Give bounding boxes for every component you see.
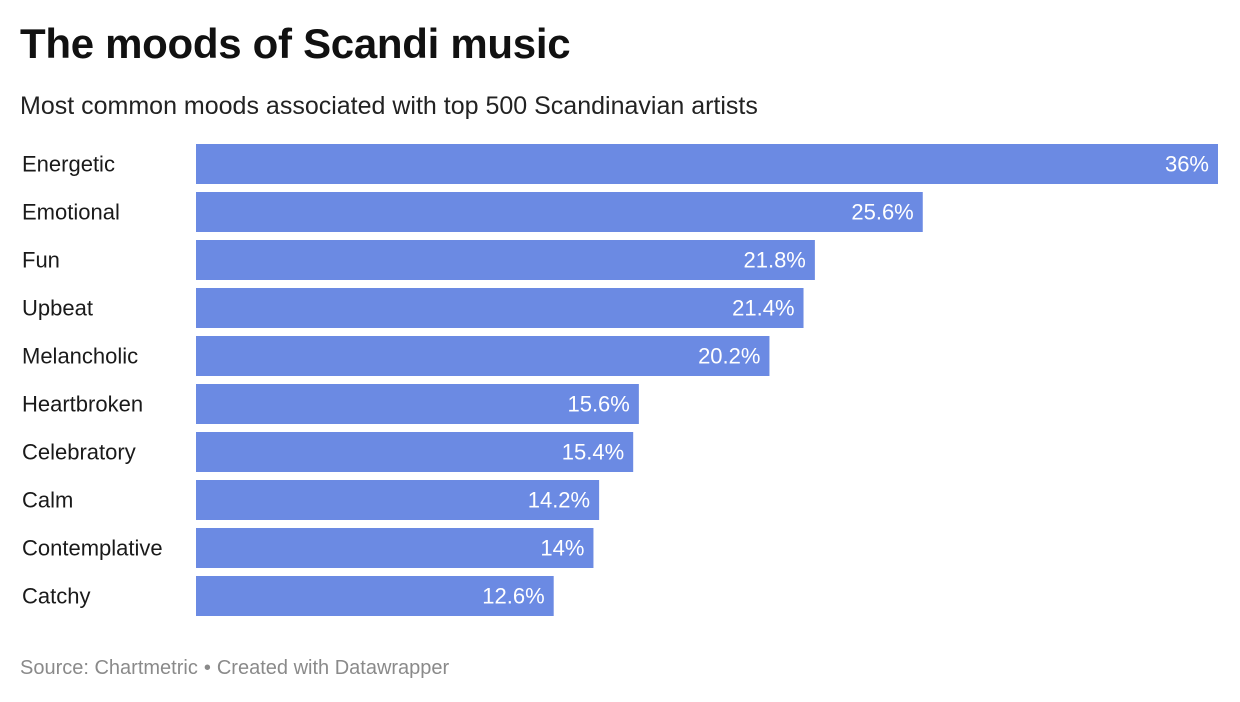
- category-label: Calm: [22, 488, 73, 513]
- bar: [196, 240, 815, 280]
- category-label: Energetic: [22, 152, 115, 177]
- value-label: 20.2%: [698, 344, 760, 369]
- value-label: 15.4%: [562, 440, 624, 465]
- bar: [196, 384, 639, 424]
- credit-note: Created with Datawrapper: [216, 657, 450, 679]
- category-label: Fun: [22, 248, 60, 273]
- bar: [196, 528, 594, 568]
- value-label: 15.6%: [567, 392, 629, 417]
- category-label: Emotional: [22, 200, 120, 225]
- bar: [196, 192, 923, 232]
- footer-separator: •: [203, 657, 211, 679]
- value-label: 25.6%: [851, 200, 913, 225]
- chart-title: The moods of Scandi music: [20, 20, 571, 67]
- category-label: Contemplative: [22, 536, 163, 561]
- value-label: 36%: [1165, 152, 1209, 177]
- bar: [196, 576, 554, 616]
- chart-subtitle: Most common moods associated with top 50…: [20, 92, 758, 120]
- value-label: 14%: [540, 536, 584, 561]
- category-label: Upbeat: [22, 296, 93, 321]
- bar-chart: Energetic 36% Emotional 25.6% Fun 21.8% Upbeat…: [22, 144, 1218, 616]
- bar: [196, 336, 770, 376]
- bar: [196, 432, 634, 472]
- value-label: 12.6%: [482, 584, 544, 609]
- bar: [196, 480, 600, 520]
- category-label: Catchy: [22, 584, 90, 609]
- bar: [196, 144, 1218, 184]
- category-label: Heartbroken: [22, 392, 143, 417]
- category-label: Melancholic: [22, 344, 138, 369]
- value-label: 21.4%: [732, 296, 794, 321]
- source-note: Source: Chartmetric: [20, 657, 198, 679]
- value-label: 14.2%: [528, 488, 590, 513]
- bar: [196, 288, 804, 328]
- category-label: Celebratory: [22, 440, 136, 465]
- chart-footer: Source: Chartmetric • Created with Datawra…: [20, 655, 449, 681]
- value-label: 21.8%: [743, 248, 805, 273]
